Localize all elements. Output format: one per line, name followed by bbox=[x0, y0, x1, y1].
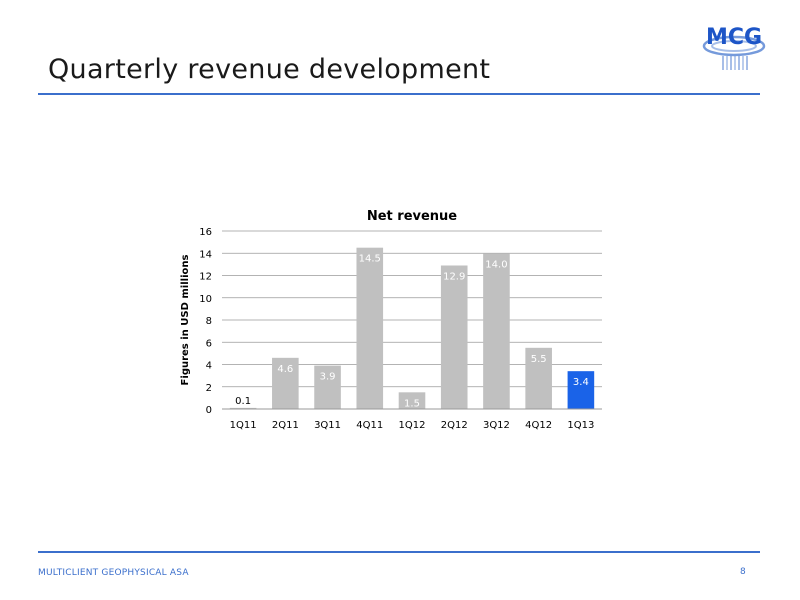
chart-svg: Net revenue Figures in USD millions 0 2 4 6 8 1… bbox=[180, 209, 602, 431]
y-tick-label: 16 bbox=[199, 227, 212, 238]
data-label: 3.4 bbox=[573, 377, 589, 388]
bar bbox=[567, 371, 595, 409]
y-tick-label: 2 bbox=[206, 383, 212, 394]
x-tick-label: 2Q11 bbox=[272, 420, 299, 431]
y-tick-label: 14 bbox=[199, 249, 212, 260]
footer-divider bbox=[38, 551, 760, 553]
data-label: 0.1 bbox=[235, 396, 251, 407]
x-tick-label: 1Q13 bbox=[567, 420, 594, 431]
y-tick-label: 10 bbox=[199, 294, 212, 305]
page-title: Quarterly revenue development bbox=[48, 54, 491, 85]
y-tick-label: 6 bbox=[206, 338, 212, 349]
y-tick-label: 0 bbox=[206, 405, 212, 416]
x-tick-label: 3Q12 bbox=[483, 420, 510, 431]
y-tick-label: 12 bbox=[199, 272, 212, 283]
logo-text: MCG bbox=[706, 25, 762, 50]
y-axis-label: Figures in USD millions bbox=[180, 255, 191, 386]
y-tick-label: 4 bbox=[206, 361, 212, 372]
data-label: 5.5 bbox=[531, 354, 547, 365]
y-tick-label: 8 bbox=[206, 316, 212, 327]
bar bbox=[525, 347, 552, 409]
x-tick-label: 3Q11 bbox=[314, 420, 341, 431]
data-label: 3.9 bbox=[320, 372, 336, 383]
x-tick-label: 2Q12 bbox=[441, 420, 468, 431]
chart-title: Net revenue bbox=[367, 209, 457, 224]
data-label: 1.5 bbox=[404, 398, 420, 409]
bar bbox=[483, 253, 510, 409]
bar bbox=[314, 365, 341, 409]
data-label: 14.0 bbox=[485, 259, 507, 270]
x-tick-label: 1Q11 bbox=[230, 420, 257, 431]
title-divider bbox=[38, 93, 760, 95]
bar bbox=[356, 247, 384, 409]
mcg-logo-icon: MCG bbox=[702, 25, 766, 70]
page-number: 8 bbox=[740, 567, 746, 577]
bar bbox=[272, 357, 299, 409]
x-tick-label: 4Q11 bbox=[356, 420, 383, 431]
bar bbox=[440, 265, 468, 409]
net-revenue-chart: Net revenue Figures in USD millions 0 2 4 6 8 1… bbox=[170, 200, 620, 450]
footer-company-name: MULTICLIENT GEOPHYSICAL ASA bbox=[38, 568, 189, 578]
data-label: 14.5 bbox=[359, 254, 381, 265]
data-label: 12.9 bbox=[443, 271, 465, 282]
bar bbox=[398, 392, 426, 409]
x-tick-label: 4Q12 bbox=[525, 420, 552, 431]
company-logo: MCG bbox=[700, 16, 768, 72]
bar bbox=[229, 407, 257, 409]
x-tick-label: 1Q12 bbox=[399, 420, 426, 431]
data-label: 4.6 bbox=[277, 364, 293, 375]
